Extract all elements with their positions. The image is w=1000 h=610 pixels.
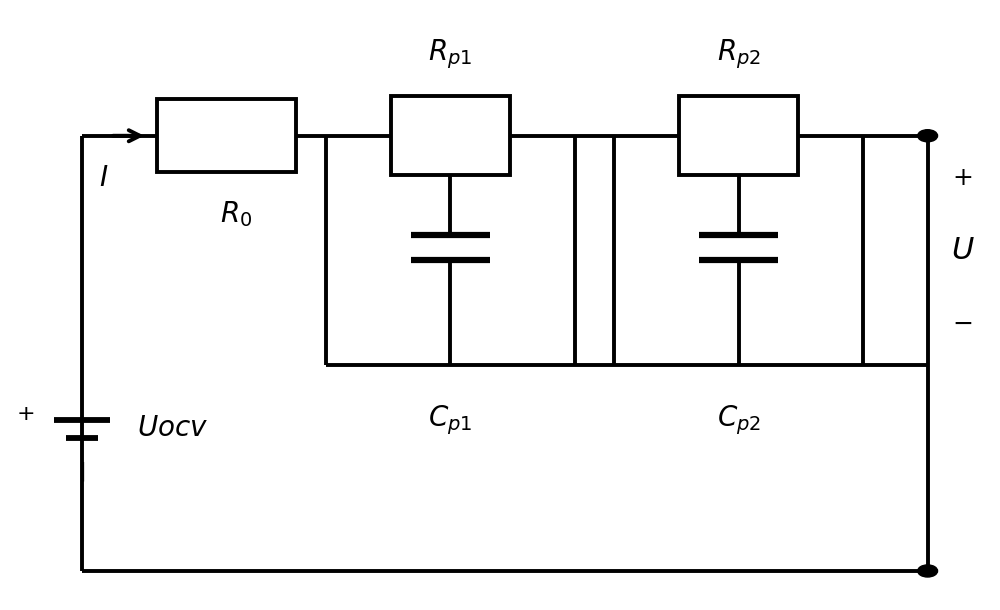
- Bar: [391, 96, 510, 175]
- Text: $U$: $U$: [951, 236, 974, 265]
- Text: $+$: $+$: [16, 404, 35, 424]
- Text: $-$: $-$: [952, 311, 973, 335]
- Text: $C_{p1}$: $C_{p1}$: [428, 403, 472, 437]
- Text: $Uocv$: $Uocv$: [137, 415, 208, 442]
- Circle shape: [918, 130, 938, 142]
- Text: $R_{p2}$: $R_{p2}$: [717, 37, 761, 71]
- Text: $|$: $|$: [79, 460, 85, 483]
- Text: $R_0$: $R_0$: [220, 199, 253, 229]
- Circle shape: [918, 565, 938, 577]
- Bar: [157, 99, 296, 172]
- Text: $+$: $+$: [952, 166, 973, 190]
- Text: $C_{p2}$: $C_{p2}$: [717, 403, 761, 437]
- Bar: [679, 96, 798, 175]
- Text: $R_{p1}$: $R_{p1}$: [428, 37, 472, 71]
- Text: $I$: $I$: [99, 164, 109, 192]
